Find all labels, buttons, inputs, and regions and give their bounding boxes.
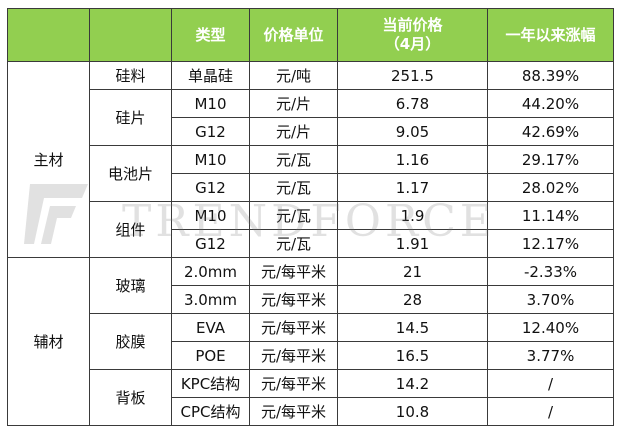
change-cell: 11.14% bbox=[487, 201, 614, 230]
type-cell: 3.0mm bbox=[171, 285, 250, 314]
price-cell: 1.9 bbox=[337, 201, 488, 230]
type-cell: KPC结构 bbox=[171, 369, 250, 398]
type-cell: M10 bbox=[171, 89, 250, 118]
price-cell: 6.78 bbox=[337, 89, 488, 118]
table-row: 胶膜 EVA 元/每平米 14.5 12.40% bbox=[8, 313, 614, 370]
type-cell: CPC结构 bbox=[171, 397, 250, 426]
change-cell: / bbox=[487, 369, 614, 398]
change-cell: 29.17% bbox=[487, 145, 614, 174]
table-row: G12 元/瓦 1.91 12.17% bbox=[8, 229, 614, 258]
header-type: 类型 bbox=[171, 8, 250, 62]
group-cell: 辅材 bbox=[7, 257, 90, 426]
subgroup-cell: 玻璃 bbox=[89, 257, 172, 314]
unit-cell: 元/每平米 bbox=[249, 257, 338, 286]
type-cell: M10 bbox=[171, 201, 250, 230]
unit-cell: 元/每平米 bbox=[249, 369, 338, 398]
header-group-cell bbox=[7, 8, 90, 62]
table-row: 主材 硅料 单晶硅 元/吨 251.5 88.39% bbox=[7, 61, 614, 258]
table-row: CPC结构 元/每平米 10.8/ bbox=[8, 397, 614, 426]
unit-cell: 元/每平米 bbox=[249, 285, 338, 314]
header-unit: 价格单位 bbox=[249, 8, 338, 62]
type-cell: G12 bbox=[171, 229, 250, 258]
price-cell: 1.17 bbox=[337, 173, 488, 202]
change-cell: 3.70% bbox=[487, 285, 614, 314]
unit-cell: 元/吨 bbox=[249, 61, 338, 90]
table-row: G12 元/片 9.05 42.69% bbox=[8, 117, 614, 146]
change-cell: 3.77% bbox=[487, 341, 614, 370]
table-row: 3.0mm 元/每平米 28 3.70% bbox=[8, 285, 614, 314]
price-cell: 16.5 bbox=[337, 341, 488, 370]
table-row: 组件 M10 元/瓦 1.9 11.14% bbox=[8, 201, 614, 258]
price-cell: 251.5 bbox=[337, 61, 488, 90]
table-row: 辅材 玻璃 2.0mm 元/每平米 21 -2.33% bbox=[7, 257, 614, 426]
type-cell: M10 bbox=[171, 145, 250, 174]
change-cell: / bbox=[487, 397, 614, 426]
unit-cell: 元/片 bbox=[249, 117, 338, 146]
header-change: 一年以来涨幅 bbox=[487, 8, 614, 62]
header-row: 类型 价格单位 当前价格 （4月） 一年以来涨幅 bbox=[7, 8, 614, 62]
price-cell: 14.5 bbox=[337, 313, 488, 342]
unit-cell: 元/每平米 bbox=[249, 397, 338, 426]
price-cell: 21 bbox=[337, 257, 488, 286]
change-cell: 44.20% bbox=[487, 89, 614, 118]
unit-cell: 元/瓦 bbox=[249, 173, 338, 202]
subgroup-cell: 组件 bbox=[89, 201, 172, 258]
unit-cell: 元/瓦 bbox=[249, 229, 338, 258]
unit-cell: 元/瓦 bbox=[249, 201, 338, 230]
unit-cell: 元/瓦 bbox=[249, 145, 338, 174]
type-cell: G12 bbox=[171, 117, 250, 146]
header-price-line1: 当前价格 bbox=[382, 16, 443, 34]
price-cell: 14.2 bbox=[337, 369, 488, 398]
header-price: 当前价格 （4月） bbox=[337, 8, 488, 62]
group-cell: 主材 bbox=[7, 61, 90, 258]
unit-cell: 元/每平米 bbox=[249, 313, 338, 342]
price-cell: 1.16 bbox=[337, 145, 488, 174]
table-row: POE 元/每平米 16.5 3.77% bbox=[8, 341, 614, 370]
subgroup-cell: 硅料 bbox=[89, 61, 172, 90]
price-cell: 1.91 bbox=[337, 229, 488, 258]
subgroup-cell: 硅片 bbox=[89, 89, 172, 146]
price-table: 类型 价格单位 当前价格 （4月） 一年以来涨幅 主材 硅料 单晶硅 元/吨 251.5… bbox=[7, 8, 614, 426]
table-row: 背板 KPC结构 元/每平米 14.2/ bbox=[8, 369, 614, 426]
table-body: 主材 硅料 单晶硅 元/吨 251.5 88.39% 硅片 M10 元/片 6.78 44.20% G… bbox=[7, 61, 614, 426]
change-cell: -2.33% bbox=[487, 257, 614, 286]
change-cell: 12.17% bbox=[487, 229, 614, 258]
price-table-container: 类型 价格单位 当前价格 （4月） 一年以来涨幅 主材 硅料 单晶硅 元/吨 251.5… bbox=[7, 8, 614, 430]
table-row: G12 元/瓦 1.17 28.02% bbox=[8, 173, 614, 202]
unit-cell: 元/片 bbox=[249, 89, 338, 118]
change-cell: 88.39% bbox=[487, 61, 614, 90]
type-cell: POE bbox=[171, 341, 250, 370]
price-cell: 9.05 bbox=[337, 117, 488, 146]
change-cell: 12.40% bbox=[487, 313, 614, 342]
table-row: 电池片 M10 元/瓦 1.16 29.17% bbox=[8, 145, 614, 202]
subgroup-cell: 电池片 bbox=[89, 145, 172, 202]
change-cell: 28.02% bbox=[487, 173, 614, 202]
type-cell: 2.0mm bbox=[171, 257, 250, 286]
header-subgroup-cell bbox=[89, 8, 172, 62]
price-cell: 28 bbox=[337, 285, 488, 314]
type-cell: EVA bbox=[171, 313, 250, 342]
unit-cell: 元/每平米 bbox=[249, 341, 338, 370]
header-price-line2: （4月） bbox=[384, 35, 441, 53]
price-cell: 10.8 bbox=[337, 397, 488, 426]
type-cell: 单晶硅 bbox=[171, 61, 250, 90]
change-cell: 42.69% bbox=[487, 117, 614, 146]
subgroup-cell: 胶膜 bbox=[89, 313, 172, 370]
table-row: 硅片 M10 元/片 6.78 44.20% bbox=[8, 89, 614, 146]
type-cell: G12 bbox=[171, 173, 250, 202]
subgroup-cell: 背板 bbox=[89, 369, 172, 426]
